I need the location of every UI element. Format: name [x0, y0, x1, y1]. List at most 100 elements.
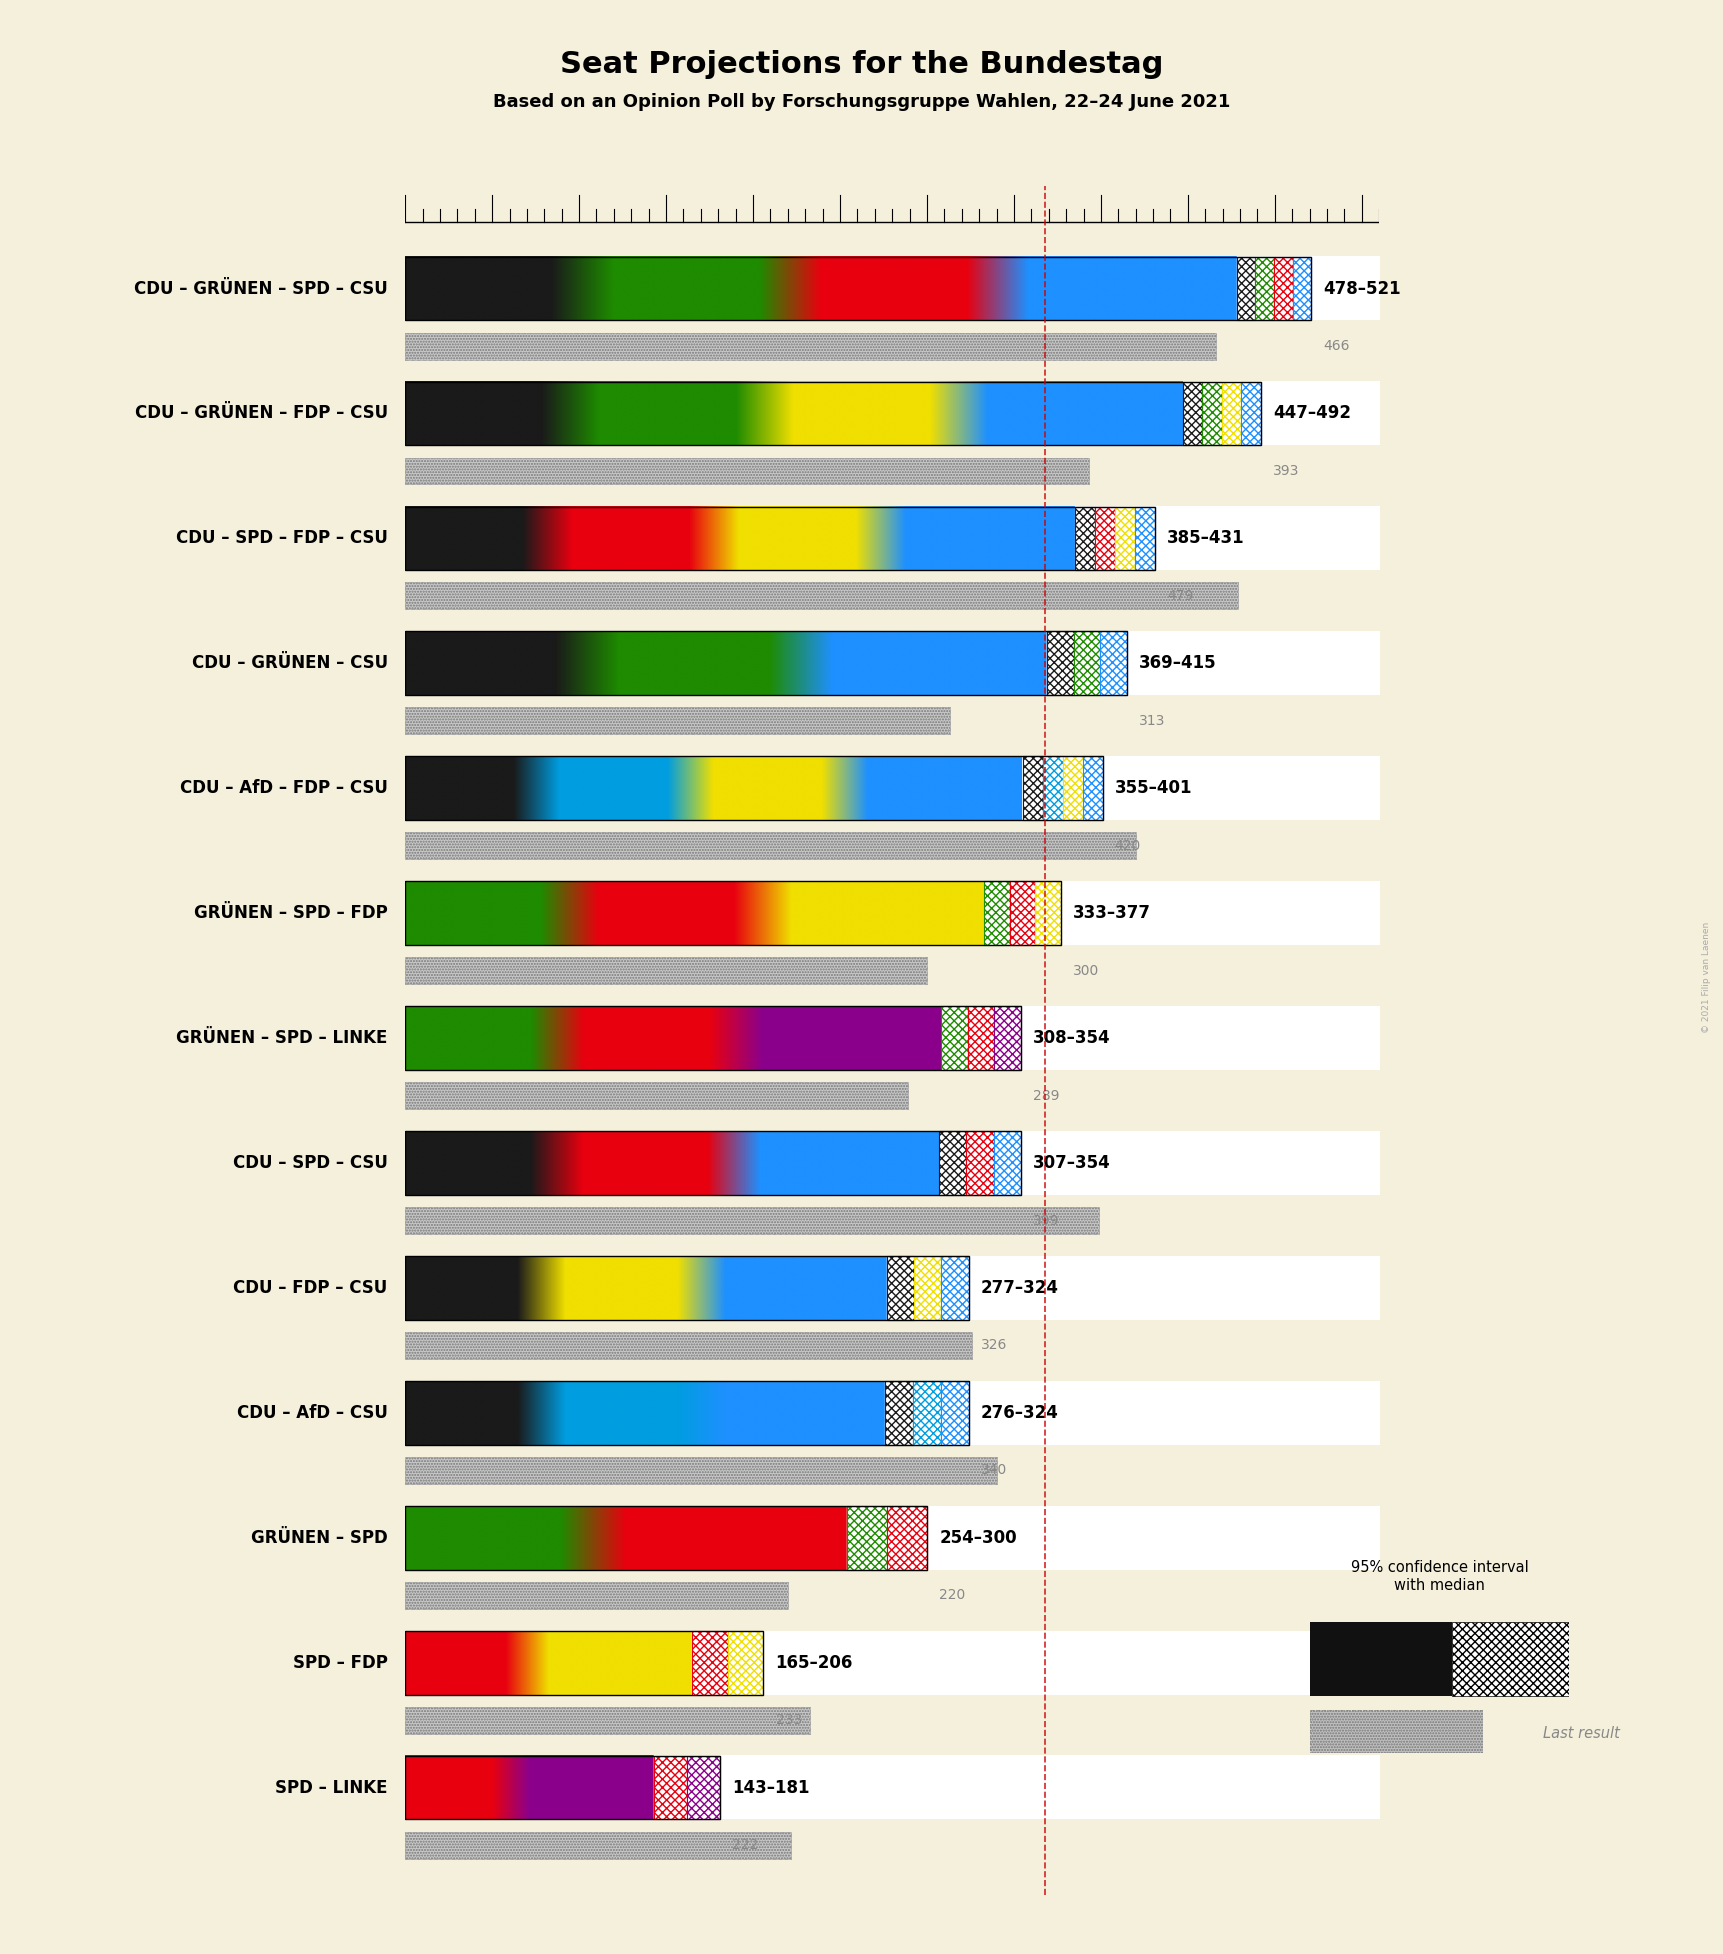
Bar [405, 1083, 908, 1110]
Text: CDU – GRÜNEN – CSU: CDU – GRÜNEN – CSU [191, 655, 388, 672]
Bar [405, 1757, 720, 1819]
Bar [939, 1131, 967, 1194]
Text: 233: 233 [775, 1714, 801, 1727]
Bar [884, 1381, 913, 1444]
Bar [1201, 381, 1222, 446]
Bar [405, 582, 1237, 610]
Bar [1134, 506, 1154, 571]
Text: 313: 313 [1139, 713, 1165, 727]
Text: 478–521: 478–521 [1323, 279, 1401, 297]
Text: SPD – FDP: SPD – FDP [293, 1653, 388, 1673]
Bar [1022, 756, 1042, 821]
Text: Last result: Last result [1542, 1725, 1620, 1741]
Text: GRÜNEN – SPD – FDP: GRÜNEN – SPD – FDP [195, 905, 388, 922]
Bar [994, 1006, 1020, 1071]
Bar [1115, 506, 1134, 571]
Bar [1094, 506, 1115, 571]
Bar [405, 1706, 810, 1733]
Bar [1309, 1622, 1451, 1696]
Bar [405, 582, 1237, 610]
Text: CDU – SPD – FDP – CSU: CDU – SPD – FDP – CSU [176, 530, 388, 547]
Text: 300: 300 [1072, 963, 1099, 977]
Bar [405, 957, 927, 985]
Text: 466: 466 [1323, 340, 1349, 354]
Bar [992, 1131, 1020, 1194]
Bar [405, 631, 1127, 696]
Bar [405, 832, 1135, 860]
Bar [1042, 756, 1061, 821]
Bar [405, 957, 927, 985]
Bar [405, 832, 1135, 860]
Bar [405, 1208, 1099, 1235]
Bar [405, 1706, 810, 1733]
Bar [405, 457, 1089, 485]
Bar [1292, 256, 1311, 320]
Bar [1036, 881, 1060, 946]
Bar [405, 1831, 791, 1858]
Bar [1273, 256, 1292, 320]
Bar [405, 457, 1089, 485]
Text: 220: 220 [939, 1589, 965, 1602]
Bar [405, 832, 1135, 860]
Text: 385–431: 385–431 [1166, 530, 1244, 547]
Text: CDU – GRÜNEN – FDP – CSU: CDU – GRÜNEN – FDP – CSU [134, 404, 388, 422]
Bar [405, 506, 1154, 571]
Text: 420: 420 [1115, 838, 1141, 852]
Bar [405, 1706, 810, 1733]
Bar [405, 1583, 787, 1608]
Bar [405, 1831, 791, 1858]
Text: Seat Projections for the Bundestag: Seat Projections for the Bundestag [560, 51, 1163, 78]
Bar [1073, 506, 1094, 571]
Bar [727, 1632, 763, 1694]
Text: 95% confidence interval
with median: 95% confidence interval with median [1349, 1559, 1528, 1593]
Bar [1235, 256, 1254, 320]
Bar [1099, 631, 1127, 696]
Text: 340: 340 [980, 1464, 1006, 1477]
Text: 399: 399 [1032, 1213, 1060, 1227]
Bar [405, 707, 949, 735]
Bar [405, 457, 1089, 485]
Bar [941, 1006, 967, 1071]
Bar [405, 1131, 1020, 1194]
Bar [653, 1757, 686, 1819]
Bar [846, 1507, 886, 1569]
Bar [405, 1583, 787, 1608]
Text: CDU – SPD – CSU: CDU – SPD – CSU [233, 1155, 388, 1172]
Bar [405, 1208, 1099, 1235]
Bar [405, 256, 1311, 320]
Bar [405, 881, 1060, 946]
Bar [405, 332, 1215, 360]
Bar [405, 1632, 763, 1694]
Bar [1222, 381, 1241, 446]
Bar [1073, 631, 1099, 696]
Text: 143–181: 143–181 [732, 1778, 810, 1796]
Bar [1254, 256, 1273, 320]
Text: 308–354: 308–354 [1032, 1030, 1110, 1047]
Bar [405, 1333, 972, 1358]
Bar [405, 1831, 791, 1858]
Text: 447–492: 447–492 [1272, 404, 1351, 422]
Text: 277–324: 277–324 [980, 1280, 1058, 1297]
Text: © 2021 Filip van Laenen: © 2021 Filip van Laenen [1701, 922, 1711, 1032]
Bar [405, 707, 949, 735]
Text: CDU – AfD – FDP – CSU: CDU – AfD – FDP – CSU [179, 780, 388, 797]
Text: 355–401: 355–401 [1115, 780, 1192, 797]
Text: 276–324: 276–324 [980, 1403, 1058, 1423]
Bar [967, 1006, 994, 1071]
Text: 165–206: 165–206 [775, 1653, 853, 1673]
Text: 326: 326 [980, 1338, 1006, 1352]
Bar [405, 1006, 1020, 1071]
Text: 254–300: 254–300 [939, 1528, 1017, 1548]
Bar [405, 1083, 908, 1110]
Bar [405, 707, 949, 735]
Bar [405, 381, 1260, 446]
Bar [405, 1583, 787, 1608]
Text: CDU – GRÜNEN – SPD – CSU: CDU – GRÜNEN – SPD – CSU [134, 279, 388, 297]
Text: 289: 289 [1032, 1088, 1060, 1102]
Bar [941, 1381, 968, 1444]
Text: 307–354: 307–354 [1032, 1155, 1110, 1172]
Bar [1451, 1622, 1568, 1696]
Bar [941, 1256, 968, 1319]
Bar [967, 1131, 992, 1194]
Text: 333–377: 333–377 [1072, 905, 1151, 922]
